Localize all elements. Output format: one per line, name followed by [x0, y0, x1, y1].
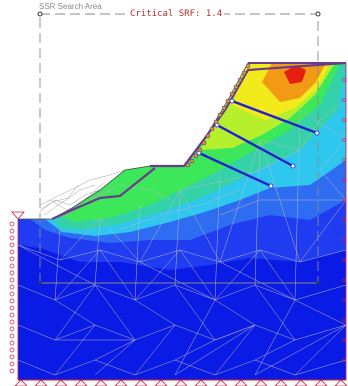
facing-nodes [185, 63, 251, 168]
search-area-label: SSR Search Area [39, 2, 102, 11]
triangle-pin-icon [314, 379, 328, 386]
triangle-pin-icon [214, 379, 228, 386]
triangle-pin-icon [154, 379, 168, 386]
left-rollers [9, 221, 15, 374]
search-point-icon[interactable] [315, 11, 321, 17]
critical-slip-surface [51, 167, 156, 221]
triangle-pin-icon [194, 379, 208, 386]
mesh-lines [18, 99, 346, 376]
triangle-pin-icon [174, 379, 188, 386]
triangle-pin-icon [234, 379, 248, 386]
triangle-pin-icon [94, 379, 108, 386]
roller-support-icon [11, 211, 25, 220]
search-point-icon[interactable] [316, 281, 320, 285]
search-point-icon[interactable] [38, 281, 42, 285]
bottom-supports [14, 379, 348, 386]
triangle-pin-icon [14, 379, 28, 386]
anchor-3[interactable] [198, 151, 272, 188]
triangle-pin-icon [274, 379, 288, 386]
triangle-pin-icon [334, 379, 348, 386]
triangle-pin-icon [254, 379, 268, 386]
anchors [198, 99, 318, 188]
triangle-pin-icon [34, 379, 48, 386]
triangle-pin-icon [114, 379, 128, 386]
triangle-pin-icon [74, 379, 88, 386]
anchor-2[interactable] [216, 123, 294, 168]
left-boundary [11, 211, 25, 380]
right-rollers [342, 78, 346, 362]
anchor-1[interactable] [231, 99, 318, 135]
triangle-pin-icon [134, 379, 148, 386]
search-point-icon[interactable] [37, 11, 43, 17]
triangle-pin-icon [54, 379, 68, 386]
critical-srf-label: Critical SRF: 1.4 [128, 9, 225, 19]
triangle-pin-icon [294, 379, 308, 386]
